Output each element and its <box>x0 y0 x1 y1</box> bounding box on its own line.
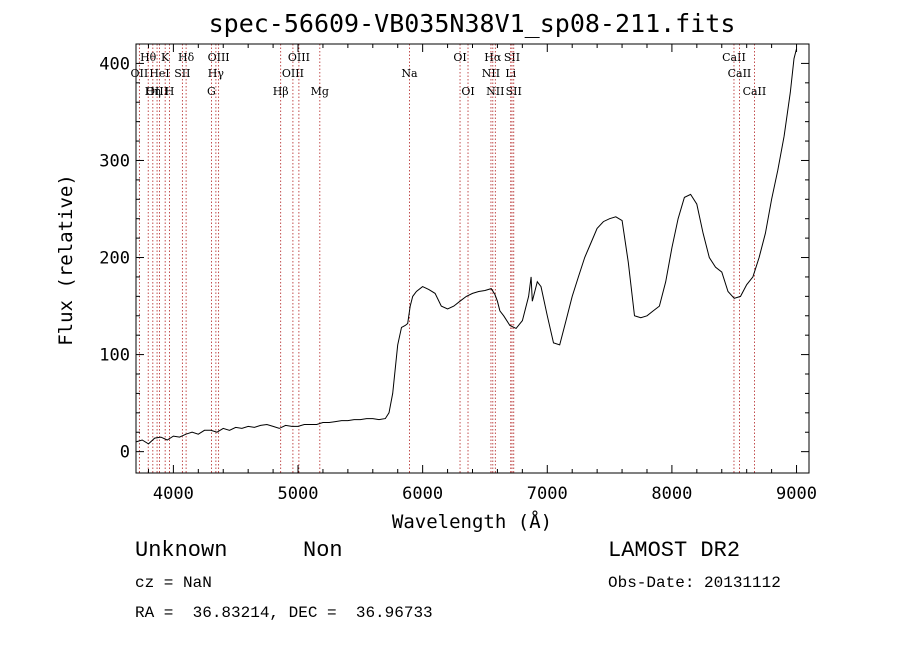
spectrum-line <box>135 48 797 445</box>
y-tick-label-4: 400 <box>99 54 130 74</box>
subclass-label: Non <box>303 538 343 563</box>
line-marker-label-5: K <box>161 51 170 64</box>
line-marker-label-18: OI <box>461 85 474 98</box>
line-marker-label-16: Na <box>401 67 418 80</box>
line-marker-label-27: CaII <box>743 85 767 98</box>
x-tick-label-4: 8000 <box>651 484 692 504</box>
line-marker-label-25: CaII <box>722 51 746 64</box>
y-tick-label-3: 300 <box>99 151 130 171</box>
line-marker-label-26: CaII <box>728 67 752 80</box>
y-tick-label-1: 100 <box>99 346 130 366</box>
line-marker-label-4: Hη <box>145 85 161 98</box>
line-marker-label-11: G <box>207 85 216 98</box>
line-marker-label-8: Hδ <box>178 51 195 64</box>
y-axis: 0 100 200 300 400 <box>99 54 809 463</box>
emission-line-markers: OII Hθ OIII HeI Hη K H SII Hδ OIII Hγ G Hβ OIII OIII Mg… <box>131 44 767 473</box>
line-marker-label-22: SII <box>504 51 520 64</box>
line-marker-label-24: SII <box>506 85 522 98</box>
line-marker-label-17: OI <box>453 51 466 64</box>
line-marker-label-10: Hγ <box>208 67 225 80</box>
line-marker-label-19: Hα <box>484 51 502 64</box>
class-label: Unknown <box>135 538 228 563</box>
line-marker-label-6: H <box>165 85 175 98</box>
line-marker-label-14: OIII <box>288 51 310 64</box>
line-marker-label-21: NII <box>486 85 504 98</box>
line-marker-label-1: Hθ <box>140 51 157 64</box>
x-axis: 4000 5000 6000 7000 8000 9000 <box>147 44 817 504</box>
x-tick-label-3: 7000 <box>527 484 568 504</box>
y-tick-label-0: 0 <box>120 443 130 463</box>
coordinates-label: RA = 36.83214, DEC = 36.96733 <box>135 604 433 622</box>
line-marker-label-23: Li <box>505 67 516 80</box>
line-marker-label-12: Hβ <box>273 85 289 98</box>
obs-date-label: Obs-Date: 20131112 <box>608 574 781 592</box>
x-tick-label-2: 6000 <box>402 484 443 504</box>
x-axis-label: Wavelength (Å) <box>392 510 552 533</box>
line-marker-label-2: OIII <box>146 85 168 98</box>
survey-label: LAMOST DR2 <box>608 538 741 563</box>
y-axis-label: Flux (relative) <box>55 174 77 346</box>
line-marker-label-20: NII <box>482 67 500 80</box>
x-tick-label-1: 5000 <box>278 484 319 504</box>
x-tick-label-0: 4000 <box>153 484 194 504</box>
plot-frame <box>135 43 810 474</box>
chart-title: spec-56609-VB035N38V1_sp08-211.fits <box>209 9 736 38</box>
redshift-label: cz = NaN <box>135 574 212 592</box>
x-tick-label-5: 9000 <box>776 484 817 504</box>
line-marker-label-0: OII <box>131 67 149 80</box>
y-tick-label-2: 200 <box>99 249 130 269</box>
spectrum-series <box>135 48 797 445</box>
line-marker-label-13: OIII <box>282 67 304 80</box>
line-marker-label-9: OIII <box>208 51 230 64</box>
line-marker-label-7: SII <box>174 67 190 80</box>
line-marker-label-3: HeI <box>149 67 169 80</box>
line-marker-label-15: Mg <box>311 85 329 98</box>
